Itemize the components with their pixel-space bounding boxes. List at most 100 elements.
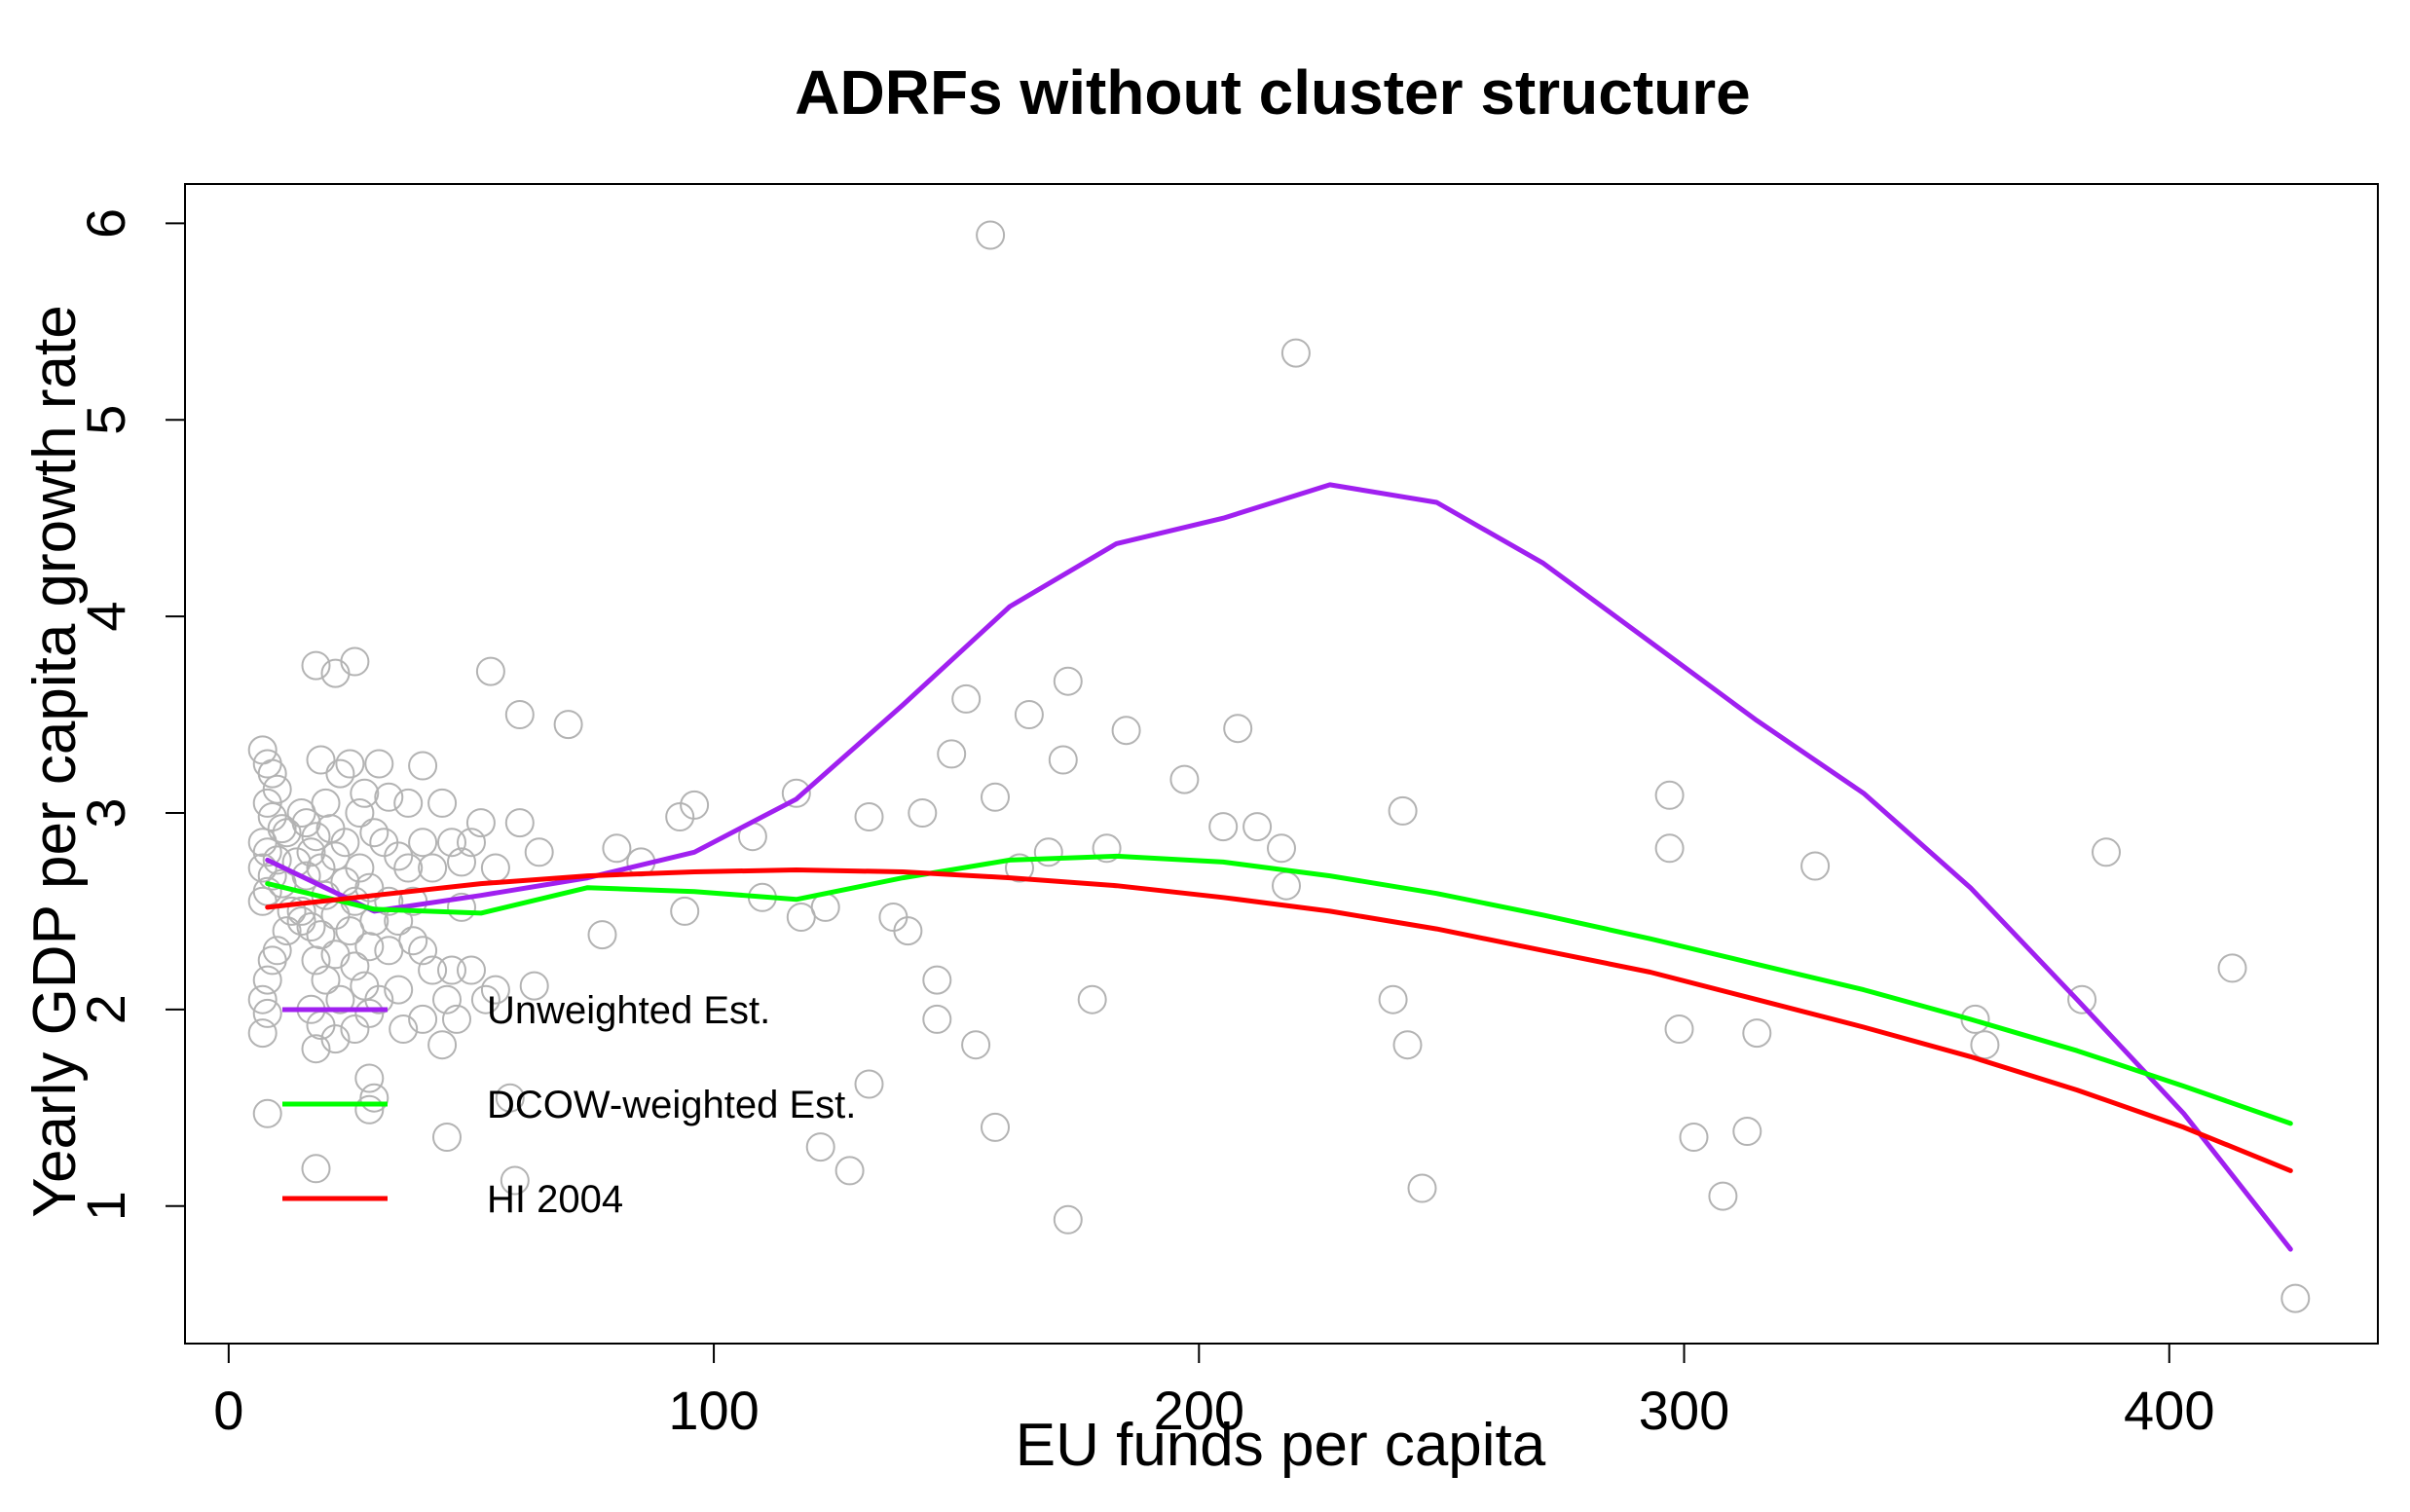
data-point-29 (306, 745, 336, 775)
x-axis: 0 100 200 300 400 (213, 1343, 2214, 1441)
data-point-172 (1970, 1030, 2000, 1060)
data-point-23 (252, 998, 282, 1028)
data-point-39 (345, 798, 375, 828)
data-point-128 (805, 1132, 835, 1162)
data-point-161 (1392, 1030, 1423, 1060)
data-point-102 (359, 1083, 389, 1113)
data-point-58 (291, 861, 321, 891)
data-point-126 (786, 903, 816, 932)
data-point-176 (2280, 1283, 2311, 1313)
data-point-72 (306, 920, 336, 950)
data-point-27 (320, 658, 351, 688)
data-point-165 (1664, 1014, 1694, 1044)
data-point-87 (325, 984, 355, 1014)
data-point-122 (670, 896, 700, 926)
x-tick-label-4: 400 (2124, 1380, 2214, 1441)
legend-label-0: Unweighted Est. (487, 989, 770, 1032)
data-point-74 (354, 932, 385, 962)
data-point-116 (500, 1165, 530, 1196)
data-point-96 (340, 1014, 370, 1044)
data-point-147 (1053, 666, 1083, 696)
data-point-100 (301, 1034, 331, 1064)
data-point-159 (1378, 984, 1408, 1014)
data-point-6 (267, 814, 297, 844)
data-point-28 (340, 646, 370, 677)
data-point-138 (951, 683, 982, 714)
data-point-11 (247, 853, 278, 883)
data-point-136 (922, 1004, 952, 1034)
data-point-155 (1242, 812, 1273, 842)
data-point-148 (1053, 1204, 1083, 1235)
data-point-133 (893, 916, 923, 946)
x-tick-label-2: 200 (1154, 1380, 1244, 1441)
data-point-152 (1169, 764, 1200, 794)
data-point-164 (1654, 780, 1685, 810)
chart-title: ADRFs without cluster structure (795, 57, 1750, 128)
data-point-145 (1033, 837, 1063, 867)
data-point-43 (359, 818, 389, 848)
data-point-9 (252, 837, 282, 867)
data-point-17 (286, 906, 316, 936)
data-point-168 (1732, 1117, 1762, 1146)
x-tick-label-0: 0 (213, 1380, 243, 1441)
data-point-4 (252, 788, 282, 818)
data-point-109 (504, 808, 535, 838)
data-point-108 (553, 710, 583, 740)
data-point-142 (981, 1112, 1010, 1142)
data-point-22 (247, 984, 278, 1014)
data-point-163 (1654, 833, 1685, 864)
data-point-146 (1048, 745, 1078, 775)
scatter-points (247, 220, 2311, 1313)
data-point-2 (257, 758, 287, 789)
data-point-89 (432, 984, 462, 1014)
data-point-157 (1272, 870, 1301, 901)
data-point-18 (272, 916, 302, 946)
data-point-95 (306, 1011, 336, 1040)
data-point-82 (457, 955, 486, 985)
data-point-71 (335, 916, 365, 946)
data-point-10 (262, 845, 292, 875)
series-lines (265, 482, 2293, 1252)
data-point-117 (602, 833, 632, 864)
data-point-24 (247, 1018, 278, 1049)
legend-label-1: DCOW-weighted Est. (487, 1084, 856, 1126)
data-point-37 (393, 788, 424, 818)
data-point-162 (1407, 1173, 1437, 1203)
legend-label-2: HI 2004 (487, 1178, 623, 1221)
data-point-98 (320, 1024, 351, 1054)
data-point-83 (311, 965, 341, 995)
data-point-49 (457, 828, 486, 858)
data-point-35 (374, 782, 404, 812)
data-point-94 (442, 1004, 471, 1034)
data-point-150 (1092, 833, 1122, 864)
data-point-156 (1267, 833, 1296, 864)
data-point-107 (504, 700, 535, 729)
data-point-144 (1014, 700, 1044, 729)
data-point-175 (2217, 953, 2247, 983)
data-point-97 (389, 1014, 419, 1044)
data-point-154 (1223, 714, 1253, 744)
series-line-2 (265, 867, 2293, 1173)
data-point-33 (325, 758, 355, 789)
data-point-104 (432, 1123, 462, 1152)
data-point-79 (340, 951, 370, 981)
data-point-15 (247, 886, 278, 916)
data-point-130 (854, 802, 884, 831)
data-point-114 (524, 837, 554, 867)
data-point-78 (301, 945, 331, 976)
data-point-158 (1280, 338, 1311, 368)
plot-frame (184, 183, 2379, 1345)
data-point-125 (781, 778, 811, 808)
data-point-16 (277, 896, 307, 926)
x-tick-label-3: 300 (1639, 1380, 1729, 1441)
data-point-66 (286, 896, 316, 926)
data-point-149 (1077, 984, 1107, 1014)
data-point-131 (854, 1069, 884, 1099)
data-point-115 (495, 1083, 525, 1113)
data-point-50 (296, 837, 326, 867)
data-point-85 (384, 975, 414, 1005)
data-point-139 (961, 1030, 991, 1060)
data-point-111 (447, 847, 476, 877)
data-point-160 (1388, 795, 1418, 826)
